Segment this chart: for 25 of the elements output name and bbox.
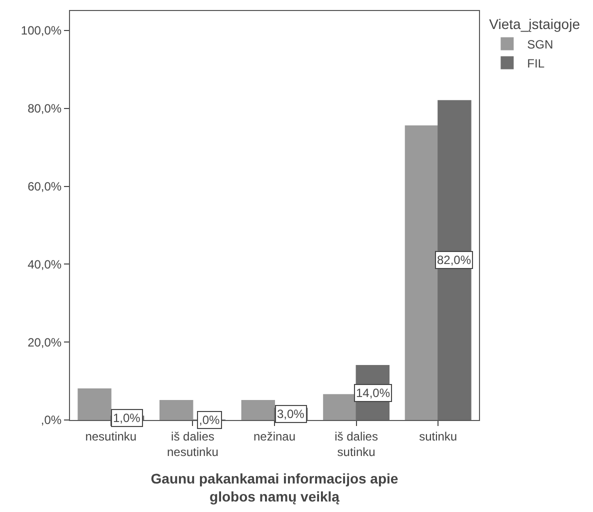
y-tick-label: 40,0% bbox=[28, 257, 62, 272]
bar bbox=[159, 400, 194, 420]
bar bbox=[78, 388, 112, 420]
data-label: 82,0% bbox=[437, 253, 472, 267]
data-label: 1,0% bbox=[113, 411, 141, 425]
legend-label: FIL bbox=[527, 56, 545, 70]
y-tick-label: 80,0% bbox=[28, 102, 62, 116]
x-tick-label: nesutinku bbox=[85, 429, 137, 444]
data-label: 3,0% bbox=[277, 407, 305, 421]
legend-label: SGN bbox=[527, 37, 554, 52]
x-tick-label: sutinku bbox=[419, 429, 458, 444]
y-tick-label: 100,0% bbox=[20, 24, 62, 38]
y-tick-label: 20,0% bbox=[28, 335, 62, 350]
legend-title: Vieta_įstaigoje bbox=[489, 16, 580, 32]
data-label: 14,0% bbox=[356, 386, 390, 400]
x-tick-label: iš dalies nesutinku bbox=[167, 429, 218, 459]
y-tick-label: 60,0% bbox=[28, 179, 62, 194]
y-tick-label: ,0% bbox=[40, 413, 62, 428]
bar bbox=[438, 100, 472, 420]
x-tick-label: iš dalies sutinku bbox=[334, 429, 378, 459]
x-axis-title: Gaunu pakankamai informacijos apie globos namų veiklą bbox=[150, 470, 398, 504]
data-label: ,0% bbox=[199, 413, 220, 427]
bar bbox=[323, 394, 357, 420]
bar bbox=[404, 125, 439, 420]
x-tick-label: nežinau bbox=[253, 429, 296, 444]
